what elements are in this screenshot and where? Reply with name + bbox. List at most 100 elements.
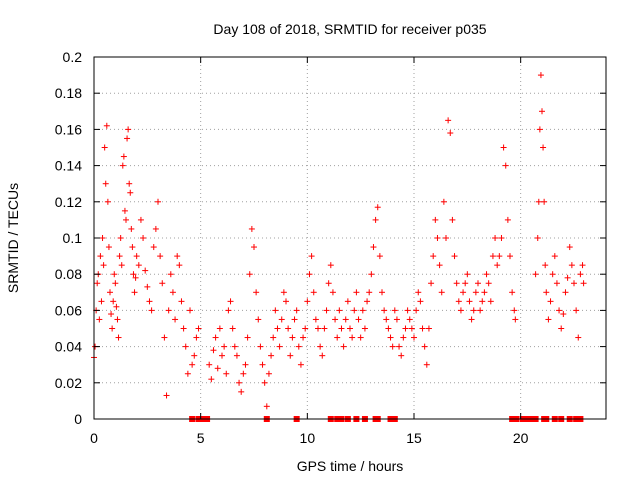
y-tick-label: 0.12 (55, 194, 82, 210)
data-point (580, 280, 587, 287)
data-point (543, 289, 550, 296)
data-points (91, 72, 587, 422)
data-point (182, 343, 189, 350)
data-point (135, 262, 142, 269)
data-point (193, 334, 200, 341)
data-point (118, 262, 125, 269)
data-point (263, 403, 270, 410)
data-point (368, 271, 375, 278)
data-point (402, 325, 409, 332)
data-point (189, 361, 196, 368)
data-point (116, 253, 123, 260)
data-point (161, 334, 168, 341)
data-point (223, 370, 230, 377)
data-point (383, 316, 390, 323)
data-point (306, 271, 313, 278)
data-point (364, 298, 371, 305)
data-point (327, 262, 334, 269)
data-point (421, 343, 428, 350)
data-point (355, 316, 362, 323)
data-point (560, 311, 567, 318)
data-point (216, 325, 223, 332)
data-point (208, 376, 215, 383)
data-point (295, 343, 302, 350)
data-point (406, 316, 413, 323)
data-point (344, 298, 351, 305)
data-point (231, 343, 238, 350)
data-point (340, 343, 347, 350)
data-point (415, 289, 422, 296)
data-point (419, 325, 426, 332)
data-point (453, 280, 460, 287)
data-point (334, 334, 341, 341)
data-point (191, 352, 198, 359)
data-point (126, 180, 133, 187)
data-point (119, 162, 126, 169)
data-point (321, 325, 328, 332)
data-point (96, 316, 103, 323)
data-point (485, 280, 492, 287)
data-point (475, 280, 481, 287)
data-point (148, 307, 155, 314)
data-point (268, 352, 275, 359)
data-point (172, 316, 179, 323)
data-point (167, 271, 174, 278)
data-point (142, 267, 149, 274)
data-point (342, 316, 349, 323)
chart-title: Day 108 of 2018, SRMTID for receiver p03… (213, 21, 486, 37)
data-point (404, 307, 411, 314)
data-point (443, 235, 449, 241)
data-point (507, 253, 513, 260)
data-point (127, 189, 134, 196)
data-point (251, 244, 257, 251)
data-point (128, 225, 135, 232)
data-point (575, 334, 582, 341)
data-point (347, 325, 353, 332)
grid (94, 57, 606, 419)
data-point (349, 334, 356, 341)
y-tick-label: 0 (74, 411, 82, 427)
data-point (113, 303, 120, 310)
data-point (487, 298, 494, 305)
data-point (573, 307, 580, 314)
data-point (535, 198, 542, 205)
data-point (155, 198, 161, 205)
data-point (398, 352, 405, 359)
data-point (532, 271, 539, 278)
data-point (291, 316, 298, 323)
data-point (351, 307, 358, 314)
data-point (180, 325, 187, 332)
data-point (445, 117, 452, 124)
data-point (512, 316, 519, 323)
data-point (323, 307, 330, 314)
data-point (132, 274, 139, 281)
data-point (214, 365, 221, 372)
data-point (413, 307, 420, 314)
data-point (564, 274, 571, 281)
y-tick-label: 0.08 (55, 266, 82, 282)
data-point (259, 361, 266, 368)
data-point (123, 216, 129, 223)
data-point (210, 347, 217, 354)
data-point (108, 311, 115, 318)
data-point (509, 289, 516, 296)
y-tick-label: 0.2 (63, 49, 83, 65)
data-point (103, 122, 110, 129)
data-point (97, 253, 104, 260)
data-point (293, 307, 300, 314)
data-point (133, 253, 140, 260)
x-tick-label: 0 (90, 430, 98, 446)
data-point (479, 298, 486, 305)
data-point (174, 253, 181, 260)
data-point (114, 316, 121, 323)
data-point (140, 235, 147, 241)
data-point (280, 289, 287, 296)
data-point (278, 316, 285, 323)
data-point (109, 325, 116, 332)
data-point (312, 316, 319, 323)
data-point (566, 244, 573, 251)
data-point (568, 262, 575, 269)
data-point (556, 307, 563, 314)
data-point (121, 207, 128, 214)
y-tick-label: 0.18 (55, 85, 82, 101)
